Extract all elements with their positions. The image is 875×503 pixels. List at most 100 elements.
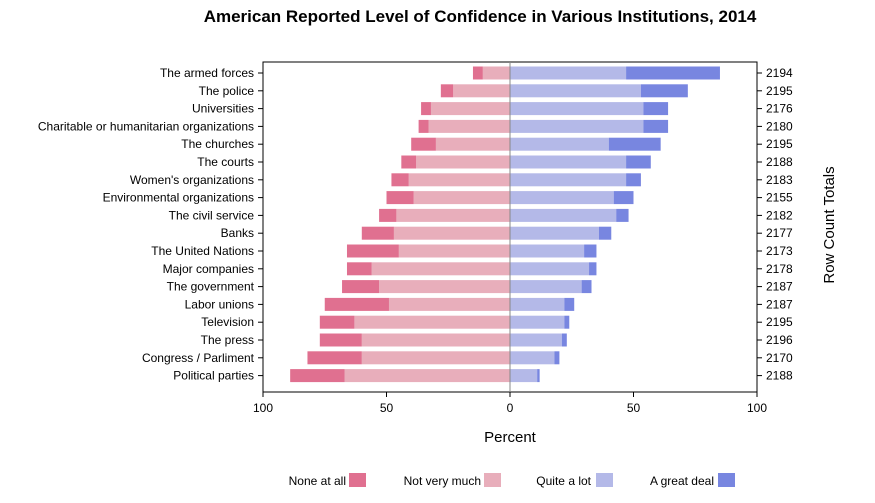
row-total-label: 2195 xyxy=(766,315,793,329)
row-total-label: 2173 xyxy=(766,244,793,258)
bar-quite-a-lot xyxy=(510,297,565,311)
bar-a-great-deal xyxy=(584,244,597,258)
category-label: Television xyxy=(201,315,254,329)
bar-none-at-all xyxy=(386,191,414,205)
bar-a-great-deal xyxy=(564,315,570,329)
bar-none-at-all xyxy=(391,173,409,187)
bar-none-at-all xyxy=(401,155,417,169)
bar-a-great-deal xyxy=(613,191,634,205)
bar-none-at-all xyxy=(440,84,454,98)
row-total-label: 2183 xyxy=(766,173,793,187)
x-tick-label: 100 xyxy=(253,401,273,415)
bar-not-very-much xyxy=(413,191,510,205)
bar-quite-a-lot xyxy=(510,280,582,294)
row-total-label: 2182 xyxy=(766,208,793,222)
category-label: Environmental organizations xyxy=(103,191,254,205)
bar-a-great-deal xyxy=(643,102,669,116)
row-total-label: 2170 xyxy=(766,351,793,365)
legend-swatch xyxy=(718,473,735,487)
bar-quite-a-lot xyxy=(510,155,627,169)
row-total-label: 2188 xyxy=(766,155,793,169)
bar-not-very-much xyxy=(482,66,510,80)
category-label: Congress / Parliment xyxy=(142,351,255,365)
category-label: The police xyxy=(199,84,255,98)
row-total-label: 2195 xyxy=(766,137,793,151)
x-axis-title: Percent xyxy=(484,429,537,446)
bar-not-very-much xyxy=(344,369,510,383)
bar-quite-a-lot xyxy=(510,66,627,80)
bar-none-at-all xyxy=(307,351,362,365)
bar-quite-a-lot xyxy=(510,191,614,205)
category-label: The courts xyxy=(197,155,254,169)
row-total-label: 2178 xyxy=(766,262,793,276)
x-tick-label: 0 xyxy=(507,401,514,415)
category-label: The churches xyxy=(181,137,254,151)
category-label: The civil service xyxy=(169,208,255,222)
bar-none-at-all xyxy=(342,280,380,294)
bar-a-great-deal xyxy=(643,119,669,133)
bar-none-at-all xyxy=(319,315,355,329)
bar-not-very-much xyxy=(435,137,510,151)
bar-not-very-much xyxy=(361,351,510,365)
row-total-labels: 2194 2195 2176 2180 2195 2188 2183 2155 2182 2177… xyxy=(757,66,793,383)
legend-label: Quite a lot xyxy=(536,474,591,488)
category-label: The press xyxy=(201,333,254,347)
row-total-label: 2196 xyxy=(766,333,793,347)
legend-label: A great deal xyxy=(650,474,714,488)
bar-none-at-all xyxy=(472,66,483,80)
bar-quite-a-lot xyxy=(510,333,562,347)
bar-a-great-deal xyxy=(561,333,567,347)
bar-quite-a-lot xyxy=(510,369,538,383)
bar-none-at-all xyxy=(421,102,431,116)
x-axis: 100 50 0 50 100 xyxy=(253,392,767,415)
category-label: Universities xyxy=(192,102,254,116)
category-label: Banks xyxy=(221,226,254,240)
bar-a-great-deal xyxy=(616,208,629,222)
row-total-label: 2177 xyxy=(766,226,793,240)
bar-group xyxy=(290,66,720,383)
bar-a-great-deal xyxy=(564,297,575,311)
bar-not-very-much xyxy=(428,119,510,133)
bar-a-great-deal xyxy=(640,84,688,98)
bar-quite-a-lot xyxy=(510,244,585,258)
bar-none-at-all xyxy=(418,119,429,133)
row-total-label: 2187 xyxy=(766,280,793,294)
bar-a-great-deal xyxy=(626,66,720,80)
bar-a-great-deal xyxy=(589,262,597,276)
bar-none-at-all xyxy=(324,297,389,311)
x-tick-label: 50 xyxy=(627,401,641,415)
bar-quite-a-lot xyxy=(510,173,627,187)
category-labels: The armed forces The police Universities Ch… xyxy=(38,66,263,383)
bar-a-great-deal xyxy=(554,351,560,365)
legend: None at all Not very much Quite a lot A gre… xyxy=(289,473,735,488)
bar-a-great-deal xyxy=(581,280,592,294)
bar-not-very-much xyxy=(453,84,510,98)
x-tick-label: 100 xyxy=(747,401,767,415)
bar-quite-a-lot xyxy=(510,226,599,240)
bar-quite-a-lot xyxy=(510,315,565,329)
bar-none-at-all xyxy=(346,262,372,276)
bar-not-very-much xyxy=(379,280,510,294)
row-total-label: 2180 xyxy=(766,119,793,133)
category-label: Major companies xyxy=(163,262,254,276)
bar-not-very-much xyxy=(408,173,510,187)
bar-not-very-much xyxy=(396,208,510,222)
bar-a-great-deal xyxy=(598,226,612,240)
bar-none-at-all xyxy=(361,226,394,240)
category-label: Women's organizations xyxy=(130,173,254,187)
bar-none-at-all xyxy=(290,369,345,383)
category-label: The United Nations xyxy=(151,244,254,258)
bar-none-at-all xyxy=(379,208,397,222)
bar-quite-a-lot xyxy=(510,84,641,98)
bar-quite-a-lot xyxy=(510,208,617,222)
category-label: The government xyxy=(167,280,255,294)
legend-swatch xyxy=(484,473,501,487)
chart-title: American Reported Level of Confidence in… xyxy=(204,7,757,26)
bar-none-at-all xyxy=(319,333,362,347)
bar-quite-a-lot xyxy=(510,351,555,365)
legend-swatch xyxy=(596,473,613,487)
category-label: Labor unions xyxy=(185,297,254,311)
category-label: Charitable or humanitarian organizations xyxy=(38,119,254,133)
right-axis-title: Row Count Totals xyxy=(821,166,838,283)
